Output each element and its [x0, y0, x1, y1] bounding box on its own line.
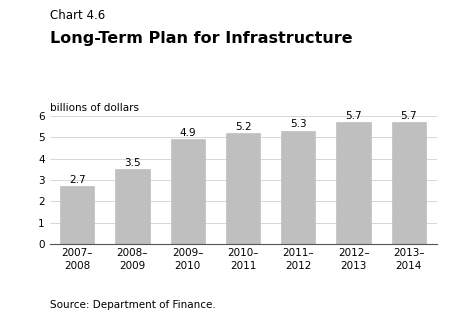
Bar [337, 122, 371, 244]
Text: billions of dollars: billions of dollars [50, 103, 139, 113]
Text: 4.9: 4.9 [180, 128, 196, 138]
Bar [60, 187, 94, 244]
Text: Long-Term Plan for Infrastructure: Long-Term Plan for Infrastructure [50, 31, 352, 46]
Bar [226, 133, 260, 244]
Text: 3.5: 3.5 [124, 158, 141, 168]
Bar [392, 122, 426, 244]
Text: 5.7: 5.7 [345, 111, 362, 121]
Text: 5.3: 5.3 [290, 120, 306, 130]
Bar [281, 131, 315, 244]
Text: 2.7: 2.7 [69, 175, 86, 185]
Text: Chart 4.6: Chart 4.6 [50, 9, 105, 23]
Text: Source: Department of Finance.: Source: Department of Finance. [50, 300, 215, 310]
Text: 5.2: 5.2 [235, 122, 251, 132]
Text: 5.7: 5.7 [400, 111, 417, 121]
Bar [171, 139, 205, 244]
Bar [115, 169, 149, 244]
